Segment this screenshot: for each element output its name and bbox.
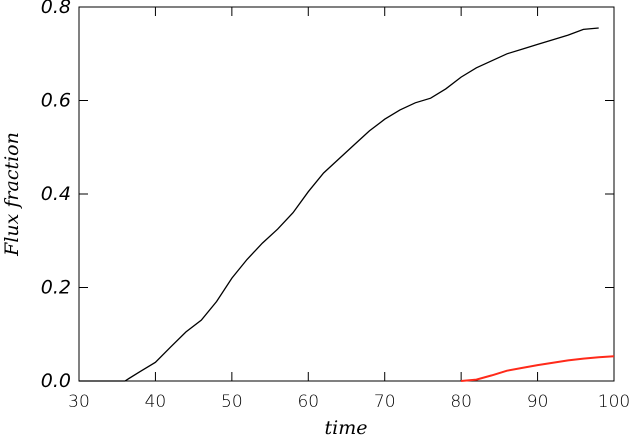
plot-frame: [78, 6, 615, 382]
y-axis-label: Flux fraction: [1, 132, 23, 257]
x-tick-label: 50: [221, 392, 243, 412]
y-tick-label: 0.6: [41, 90, 71, 112]
x-tick-label: 70: [374, 392, 396, 412]
x-tick-label: 80: [450, 392, 472, 412]
series-line: [79, 27, 599, 382]
x-tick-label: 100: [598, 392, 630, 412]
series-line: [461, 355, 615, 382]
x-tick-label: 30: [68, 392, 90, 412]
x-tick-label: 40: [145, 392, 167, 412]
y-tick-label: 0.0: [41, 370, 71, 392]
y-tick-label: 0.2: [41, 277, 71, 299]
y-tick-label: 0.8: [41, 0, 71, 18]
y-tick-label: 0.4: [41, 183, 71, 205]
x-tick-label: 60: [297, 392, 319, 412]
x-axis-label: time: [325, 417, 368, 439]
x-tick-label: 90: [527, 392, 549, 412]
